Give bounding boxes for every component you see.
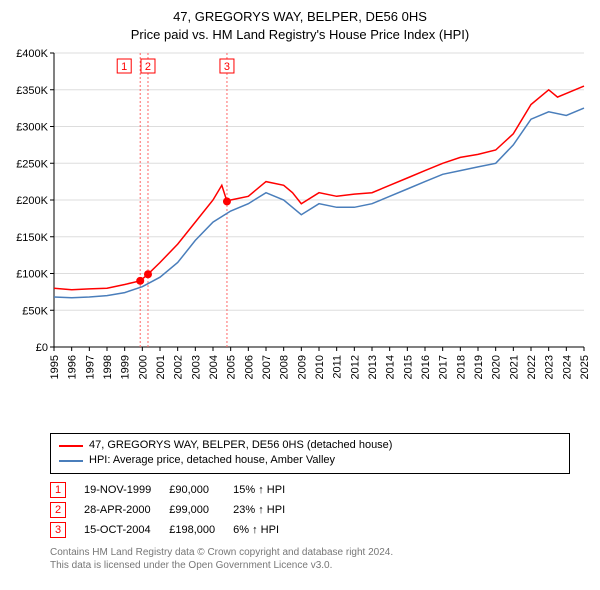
svg-text:2: 2 <box>145 61 151 73</box>
svg-text:£250K: £250K <box>16 158 48 170</box>
svg-text:2017: 2017 <box>438 355 450 379</box>
legend-label: 47, GREGORYS WAY, BELPER, DE56 0HS (deta… <box>89 438 392 453</box>
svg-text:2008: 2008 <box>279 355 291 379</box>
event-badge-cell: 3 <box>50 520 84 540</box>
event-price: £99,000 <box>169 500 233 520</box>
event-vs-hpi: 15% ↑ HPI <box>233 480 303 500</box>
svg-text:2001: 2001 <box>155 355 167 379</box>
event-badge: 3 <box>50 522 66 538</box>
legend-label: HPI: Average price, detached house, Ambe… <box>89 453 335 468</box>
svg-text:2003: 2003 <box>190 355 202 379</box>
svg-text:£350K: £350K <box>16 85 48 97</box>
svg-text:2006: 2006 <box>243 355 255 379</box>
legend-swatch <box>59 460 83 462</box>
svg-text:2024: 2024 <box>561 355 573 379</box>
event-badge: 1 <box>50 482 66 498</box>
svg-text:£200K: £200K <box>16 195 48 207</box>
svg-text:2015: 2015 <box>402 355 414 379</box>
svg-text:1998: 1998 <box>102 355 114 379</box>
svg-text:2007: 2007 <box>261 355 273 379</box>
svg-text:1: 1 <box>121 61 127 73</box>
event-price: £90,000 <box>169 480 233 500</box>
table-row: 2 28-APR-2000£99,00023% ↑ HPI <box>50 500 303 520</box>
svg-text:2019: 2019 <box>473 355 485 379</box>
svg-text:2000: 2000 <box>137 355 149 379</box>
svg-text:1999: 1999 <box>120 355 132 379</box>
legend-row: HPI: Average price, detached house, Ambe… <box>59 453 561 468</box>
svg-text:2010: 2010 <box>314 355 326 379</box>
legend-row: 47, GREGORYS WAY, BELPER, DE56 0HS (deta… <box>59 438 561 453</box>
svg-text:2005: 2005 <box>226 355 238 379</box>
svg-text:2016: 2016 <box>420 355 432 379</box>
event-date: 19-NOV-1999 <box>84 480 169 500</box>
attribution-line-2: This data is licensed under the Open Gov… <box>50 559 570 573</box>
svg-text:1996: 1996 <box>67 355 79 379</box>
chart-svg: £0 £50K £100K £150K £200K £250K £300K £350K £400… <box>10 47 590 427</box>
event-badge: 2 <box>50 502 66 518</box>
chart: £0 £50K £100K £150K £200K £250K £300K £350K £400… <box>10 47 590 427</box>
svg-text:2011: 2011 <box>332 355 344 379</box>
title-address: 47, GREGORYS WAY, BELPER, DE56 0HS <box>10 8 590 26</box>
svg-text:£150K: £150K <box>16 232 48 244</box>
svg-text:£100K: £100K <box>16 269 48 281</box>
svg-text:2009: 2009 <box>296 355 308 379</box>
svg-text:2018: 2018 <box>455 355 467 379</box>
svg-text:2012: 2012 <box>349 355 361 379</box>
title-subtitle: Price paid vs. HM Land Registry's House … <box>10 26 590 44</box>
chart-titles: 47, GREGORYS WAY, BELPER, DE56 0HS Price… <box>10 8 590 43</box>
svg-text:2021: 2021 <box>508 355 520 379</box>
svg-text:2002: 2002 <box>173 355 185 379</box>
svg-text:2020: 2020 <box>491 355 503 379</box>
event-date: 28-APR-2000 <box>84 500 169 520</box>
event-date: 15-OCT-2004 <box>84 520 169 540</box>
svg-text:3: 3 <box>224 61 230 73</box>
svg-text:1997: 1997 <box>84 355 96 379</box>
svg-text:2004: 2004 <box>208 355 220 379</box>
event-vs-hpi: 23% ↑ HPI <box>233 500 303 520</box>
event-price: £198,000 <box>169 520 233 540</box>
table-row: 1 19-NOV-1999£90,00015% ↑ HPI <box>50 480 303 500</box>
svg-text:£50K: £50K <box>22 305 48 317</box>
event-vs-hpi: 6% ↑ HPI <box>233 520 303 540</box>
event-badge-cell: 1 <box>50 480 84 500</box>
svg-text:1995: 1995 <box>49 355 61 379</box>
svg-text:2013: 2013 <box>367 355 379 379</box>
table-row: 3 15-OCT-2004£198,0006% ↑ HPI <box>50 520 303 540</box>
event-badge-cell: 2 <box>50 500 84 520</box>
svg-text:2022: 2022 <box>526 355 538 379</box>
svg-text:2025: 2025 <box>579 355 590 379</box>
legend-swatch <box>59 445 83 447</box>
attribution: Contains HM Land Registry data © Crown c… <box>50 546 570 573</box>
svg-text:2023: 2023 <box>544 355 556 379</box>
svg-text:2014: 2014 <box>385 355 397 379</box>
attribution-line-1: Contains HM Land Registry data © Crown c… <box>50 546 570 560</box>
page: 47, GREGORYS WAY, BELPER, DE56 0HS Price… <box>0 0 600 590</box>
events-table: 1 19-NOV-1999£90,00015% ↑ HPI 2 28-APR-2000… <box>50 480 303 540</box>
svg-text:£400K: £400K <box>16 48 48 60</box>
legend: 47, GREGORYS WAY, BELPER, DE56 0HS (deta… <box>50 433 570 474</box>
svg-text:£300K: £300K <box>16 122 48 134</box>
svg-text:£0: £0 <box>36 342 48 354</box>
sale-events-table: 1 19-NOV-1999£90,00015% ↑ HPI 2 28-APR-2000… <box>50 480 570 540</box>
